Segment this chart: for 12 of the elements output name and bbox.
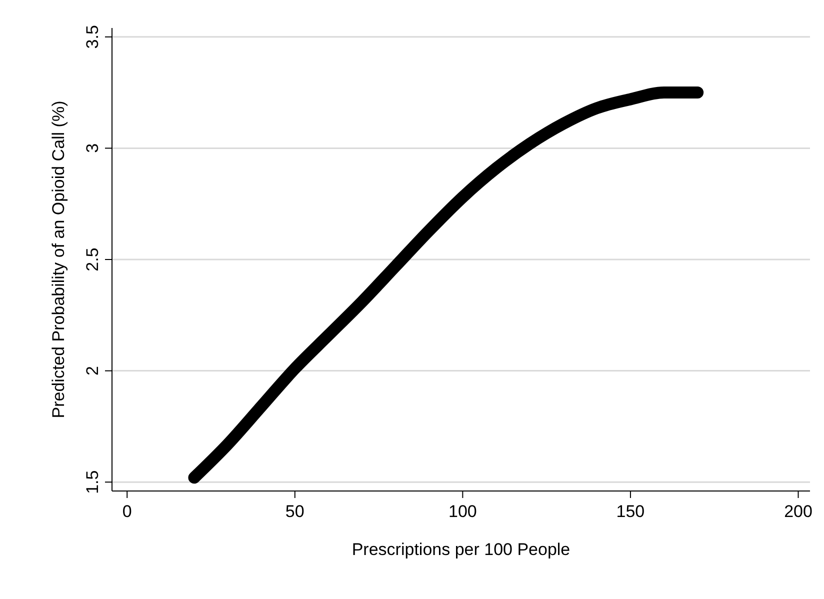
x-tick-label: 0 <box>122 502 132 521</box>
y-axis-title: Predicted Probability of an Opioid Call (%) <box>49 100 68 418</box>
x-tick-label: 50 <box>285 502 304 521</box>
y-tick-label: 2 <box>83 366 102 376</box>
x-tick-label: 100 <box>448 502 477 521</box>
y-tick-label: 1.5 <box>83 470 102 494</box>
x-axis-title: Prescriptions per 100 People <box>352 540 570 559</box>
y-tick-label: 3.5 <box>83 25 102 49</box>
y-tick-label: 2.5 <box>83 248 102 272</box>
x-tick-label: 150 <box>616 502 645 521</box>
y-tick-label: 3 <box>83 143 102 153</box>
x-tick-label: 200 <box>784 502 812 521</box>
